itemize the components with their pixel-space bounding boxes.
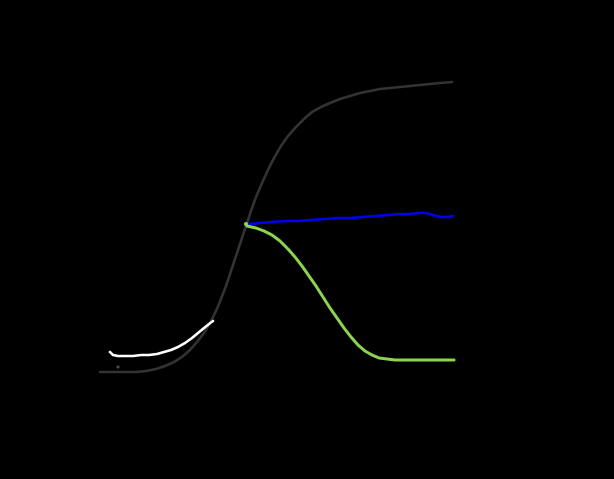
series-line-dark-gray-sigmoid: [98, 80, 454, 374]
series-line-blue-flat-line: [246, 211, 455, 226]
branch-junction-dot: [244, 222, 248, 226]
stray-gray-dot: [116, 365, 120, 369]
series-line-white-short-curve: [108, 319, 215, 358]
series-line-green-descending-curve: [245, 224, 456, 362]
